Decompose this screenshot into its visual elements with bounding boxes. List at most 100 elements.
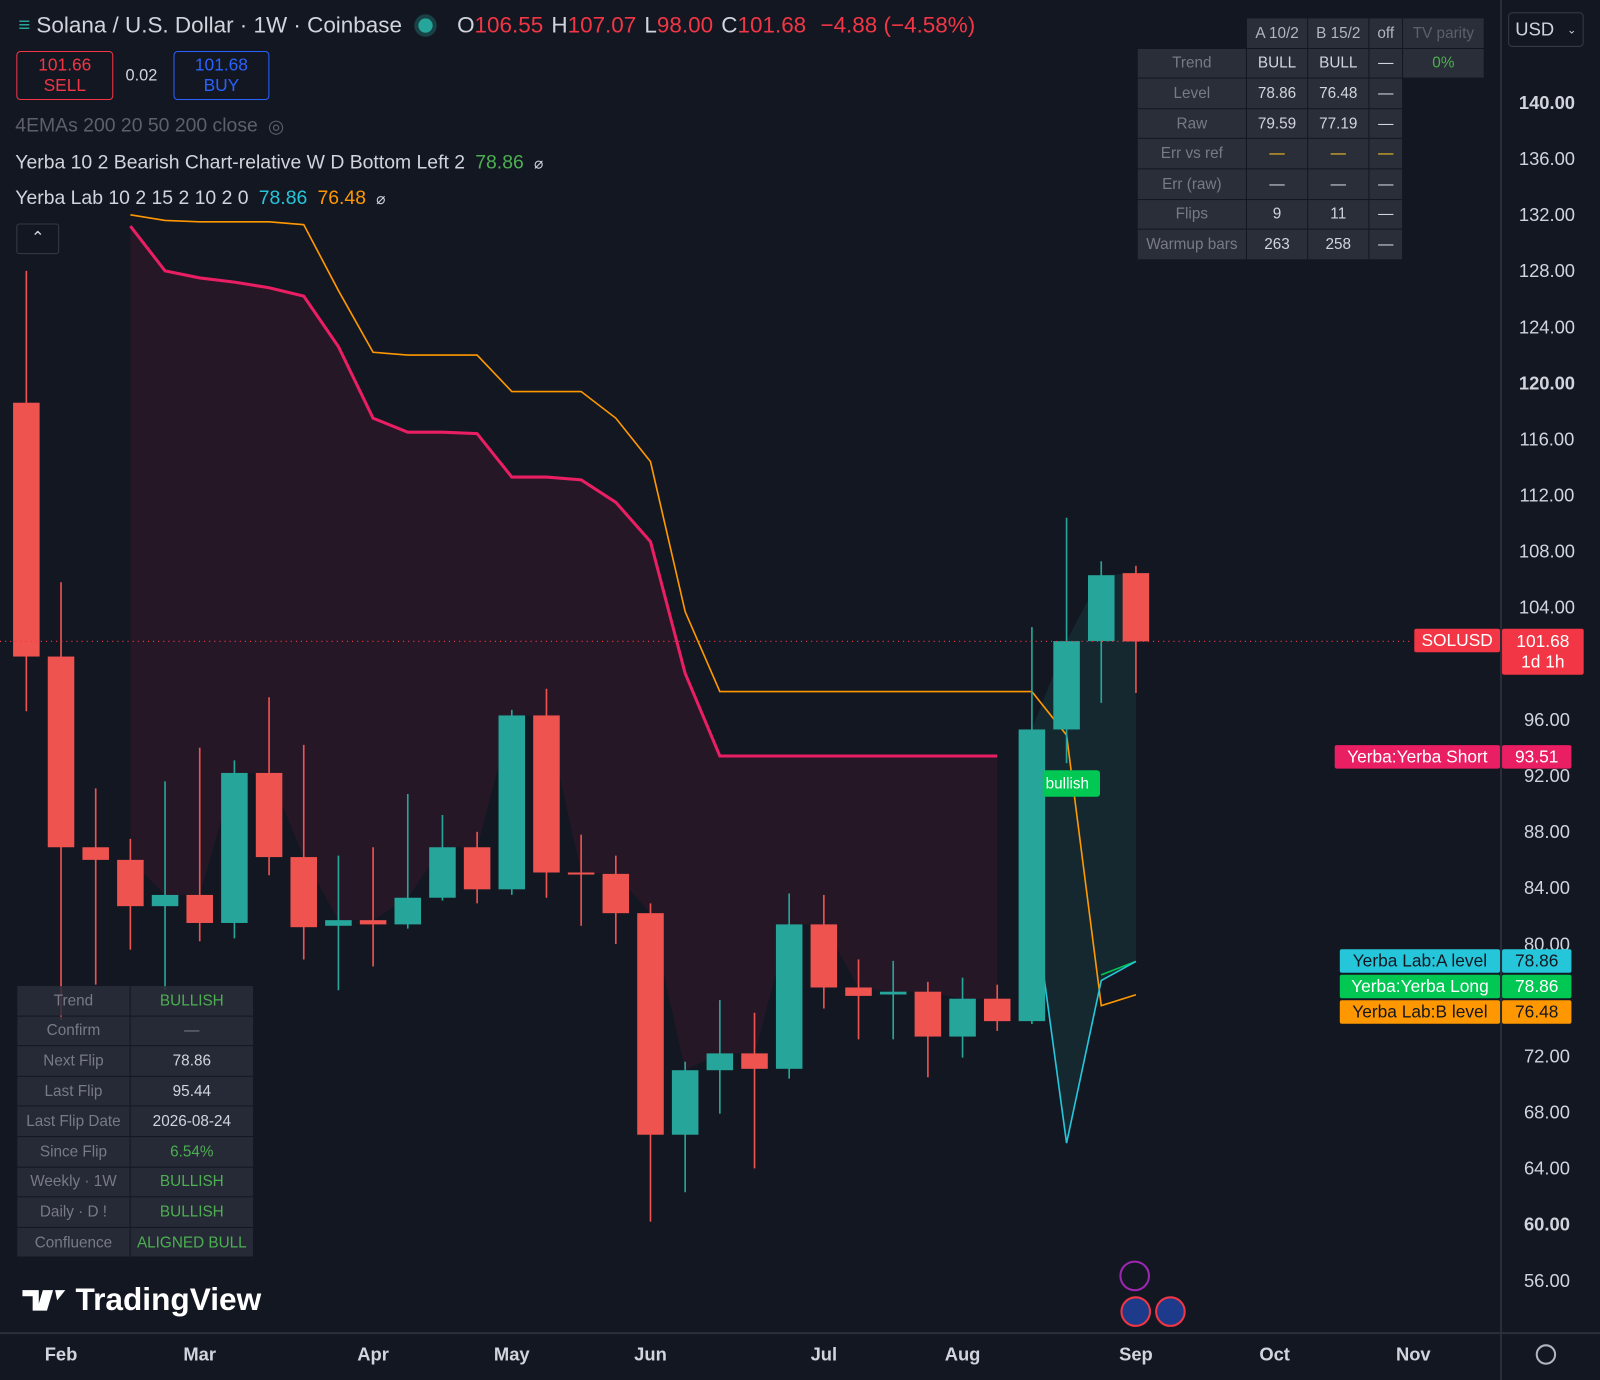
- y-tick-label: 72.00: [1524, 1045, 1570, 1066]
- sell-button[interactable]: 101.66 SELL: [16, 51, 114, 101]
- x-tick-label: Sep: [1119, 1343, 1153, 1364]
- table-cell: —: [1308, 139, 1369, 169]
- candle-body: [151, 894, 179, 907]
- indicator-icon: ⌀: [376, 190, 386, 209]
- candle-body: [325, 920, 352, 926]
- indicator-icon: ⌀: [533, 155, 544, 173]
- candle-body: [186, 894, 213, 923]
- candle-body: [775, 924, 803, 1069]
- indicator-legend[interactable]: Yerba 10 2 Bearish Chart-relative W D Bo…: [15, 152, 543, 174]
- event-flag[interactable]: [1120, 1296, 1152, 1327]
- ohlc: O106.55 H107.07 L98.00 C101.68: [449, 12, 806, 39]
- y-tick-label: 96.00: [1524, 709, 1570, 730]
- price-label-value: 93.51: [1502, 745, 1572, 769]
- candle-body: [429, 847, 456, 898]
- table-cell: —: [1308, 169, 1369, 199]
- ohlc-key: C: [721, 12, 738, 38]
- ohlc-key: L: [644, 12, 657, 38]
- menu-icon[interactable]: ≡: [18, 13, 31, 37]
- change: −4.88 (−4.58%): [820, 12, 976, 38]
- x-tick-label: Feb: [45, 1343, 78, 1364]
- buy-label: BUY: [203, 75, 240, 95]
- ohlc-key: O: [457, 12, 475, 38]
- candle-body: [290, 857, 318, 928]
- table-header: TV parity: [1403, 18, 1484, 48]
- price-label-value: 101.68 1d 1h: [1502, 629, 1584, 676]
- event-flag[interactable]: [1155, 1296, 1186, 1327]
- candle-body: [255, 772, 283, 858]
- buy-button[interactable]: 101.68 BUY: [173, 51, 270, 101]
- ohlc-value: 106.55: [474, 12, 544, 38]
- table-header: off: [1369, 18, 1403, 48]
- table-cell: 0%: [1403, 48, 1484, 78]
- table-label: Err vs ref: [1137, 139, 1246, 169]
- ohlc-value: 98.00: [656, 12, 714, 38]
- candle-body: [949, 998, 976, 1037]
- table-label: Confluence: [17, 1227, 130, 1257]
- candle-body: [13, 402, 40, 657]
- candle-body: [983, 998, 1011, 1022]
- table-label: Weekly · 1W: [17, 1167, 130, 1197]
- y-tick-label: 56.00: [1524, 1270, 1570, 1291]
- table-cell: —: [1246, 139, 1308, 169]
- symbol-title: Solana / U.S. Dollar · 1W · Coinbase: [36, 12, 402, 38]
- table-label: Trend: [1137, 48, 1246, 78]
- candle-body: [498, 715, 526, 890]
- candle-body: [533, 715, 560, 873]
- table-cell: —: [1369, 169, 1403, 199]
- table-label: Daily · D !: [17, 1197, 130, 1227]
- price-label-name: Yerba:Yerba Short: [1334, 745, 1501, 769]
- candle-body: [914, 991, 942, 1037]
- collapse-button[interactable]: ⌃: [16, 223, 60, 255]
- sell-label: SELL: [43, 75, 87, 95]
- indicator-line: [1100, 960, 1137, 976]
- y-tick-label: 68.00: [1524, 1102, 1570, 1123]
- indicator-legend[interactable]: Yerba Lab 10 2 15 2 10 2 0 78.86 76.48 ⌀: [15, 188, 385, 210]
- indicator-line: [130, 214, 1137, 1007]
- table-label: Next Flip: [17, 1046, 130, 1076]
- table-cell: 95.44: [130, 1076, 254, 1106]
- event-icon[interactable]: [1119, 1260, 1151, 1292]
- currency: USD: [1515, 18, 1555, 40]
- x-tick-label: Jul: [811, 1343, 838, 1364]
- hidden-icon[interactable]: ◎: [268, 115, 285, 137]
- indicator-value: 76.48: [317, 187, 366, 210]
- candle-body: [1018, 729, 1046, 1022]
- currency-button[interactable]: USD ⌄: [1508, 12, 1584, 47]
- buy-price: 101.68: [194, 55, 248, 75]
- table-cell: 78.86: [130, 1046, 254, 1076]
- table-cell: —: [1369, 139, 1403, 169]
- x-tick-label: May: [494, 1343, 530, 1364]
- candle-body: [1053, 641, 1080, 730]
- table-cell: 9: [1246, 199, 1308, 229]
- y-tick-label: 112.00: [1520, 485, 1575, 506]
- indicator-legend[interactable]: 4EMAs 200 20 50 200 close ◎: [15, 115, 284, 137]
- candle-body: [221, 772, 248, 923]
- y-tick-label: 136.00: [1519, 148, 1575, 169]
- table-cell: BULLISH: [130, 986, 254, 1016]
- logo-mark: [22, 1290, 66, 1311]
- settings-icon[interactable]: [1535, 1344, 1557, 1365]
- table-cell: BULL: [1308, 48, 1369, 78]
- table-cell: 6.54%: [130, 1137, 254, 1167]
- market-status: [418, 18, 433, 33]
- long-zone-fill: [1031, 573, 1136, 1144]
- signal-label: bullish: [1046, 776, 1089, 793]
- table-corner: [1138, 18, 1246, 47]
- y-tick-label: 140.00: [1519, 92, 1575, 113]
- table-cell: 258: [1308, 229, 1369, 260]
- short-zone-fill: [130, 226, 998, 1071]
- summary-table: Trend BULLISH Confirm — Next Flip 78.86 Last F…: [17, 986, 254, 1257]
- logo-text: TradingView: [76, 1281, 262, 1317]
- y-tick-label: 104.00: [1519, 597, 1575, 618]
- table-label: Last Flip Date: [17, 1106, 130, 1137]
- ohlc-value: 101.68: [737, 12, 807, 38]
- table-cell: 263: [1246, 229, 1308, 260]
- spread: 0.02: [125, 67, 158, 85]
- table-label: Warmup bars: [1137, 229, 1246, 260]
- table-cell: 76.48: [1308, 78, 1369, 108]
- y-tick-label: 60.00: [1524, 1214, 1570, 1235]
- y-tick-label: 88.00: [1524, 821, 1570, 842]
- table-label: Since Flip: [17, 1137, 130, 1167]
